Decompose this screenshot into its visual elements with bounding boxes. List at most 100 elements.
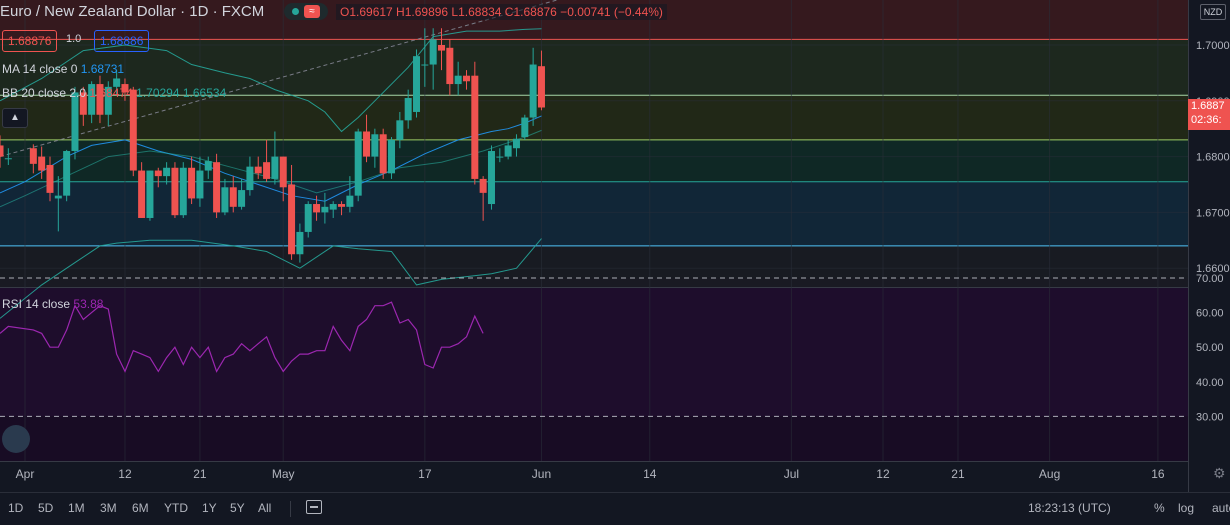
percent-toggle[interactable]: % (1154, 501, 1165, 515)
range-5y[interactable]: 5Y (230, 501, 245, 515)
buy-button[interactable]: 1.68886 (94, 30, 150, 52)
candle (429, 28, 437, 90)
candle-body (238, 190, 246, 207)
level-zone (0, 95, 1188, 140)
candle (104, 81, 112, 126)
ohlc-values: O1.69617 H1.69896 L1.68834 C1.68876 −0.0… (336, 4, 667, 20)
clock-time[interactable]: 18:23:13 (UTC) (1028, 501, 1111, 515)
candle-body (4, 158, 12, 160)
rsi-line (0, 301, 484, 373)
candle-body (396, 120, 404, 140)
rsi-value: 53.88 (73, 297, 104, 311)
candle-body (246, 166, 254, 191)
candle-body (213, 162, 221, 213)
quantity-field[interactable]: 1.0 (66, 33, 82, 45)
candle-body (438, 45, 445, 51)
candle-body (138, 170, 146, 218)
ma-legend[interactable]: MA 14 close 0 1.68731 (2, 62, 124, 76)
candle-body (104, 86, 112, 115)
candle-body (163, 167, 171, 177)
bb-legend[interactable]: BB 20 close 2.0 1.68474 1.70294 1.66534 (2, 86, 226, 100)
candle (371, 128, 379, 168)
range-1d[interactable]: 1D (8, 501, 24, 515)
range-6m[interactable]: 6M (132, 501, 149, 515)
bar-countdown: 02:36: (1191, 114, 1222, 126)
wave-icon: ≈ (304, 5, 320, 18)
bottom-toolbar: 1D 5D 1M 3M 6M YTD 1Y 5Y All 18:23:13 (U… (0, 492, 1230, 525)
candle-body (421, 64, 429, 66)
candle (271, 131, 279, 185)
candle (529, 47, 537, 126)
tradingview-logo-icon[interactable] (2, 425, 30, 453)
candle (479, 176, 487, 221)
ma-label: MA 14 close 0 (2, 62, 78, 76)
candle-body (479, 178, 487, 193)
range-5d[interactable]: 5D (38, 501, 54, 515)
settings-gear-icon[interactable]: ⚙ (1213, 465, 1226, 481)
candle (188, 156, 196, 205)
time-tick-label: 16 (1151, 467, 1165, 481)
candle-body (229, 187, 237, 207)
sell-button[interactable]: 1.68876 (2, 30, 58, 52)
range-all[interactable]: All (258, 501, 272, 515)
candle-body (371, 134, 379, 157)
candle (146, 170, 154, 221)
candle-body (146, 170, 154, 218)
candle-body (404, 98, 412, 121)
candle-body (487, 151, 495, 205)
candle-body (196, 170, 204, 199)
candle (279, 156, 287, 202)
candle (321, 192, 329, 224)
range-3m[interactable]: 3M (100, 501, 117, 515)
candle (346, 176, 354, 213)
candle-body (512, 138, 520, 149)
price-tick-label: 1.6700 (1196, 207, 1230, 219)
candle (504, 139, 512, 160)
candle (413, 49, 421, 118)
candle (71, 86, 79, 160)
candle (63, 149, 71, 202)
rsi-legend[interactable]: RSI 14 close 53.88 (2, 297, 103, 311)
candle-body (46, 164, 54, 193)
market-status[interactable]: ≈ (284, 3, 328, 20)
auto-toggle[interactable]: auto (1212, 501, 1230, 515)
candle-body (454, 75, 462, 85)
candle (96, 75, 104, 124)
candle (338, 201, 346, 216)
candle (354, 128, 362, 202)
range-1m[interactable]: 1M (68, 501, 85, 515)
rsi-tick-label: 50.00 (1196, 342, 1224, 354)
rsi-tick-label: 60.00 (1196, 308, 1224, 320)
candle (454, 61, 462, 96)
candle (229, 176, 237, 213)
candle (438, 28, 445, 71)
candle (221, 178, 229, 216)
log-toggle[interactable]: log (1178, 501, 1195, 515)
trend-line (0, 0, 559, 158)
price-tick-label: 1.6800 (1196, 152, 1230, 164)
range-1y[interactable]: 1Y (202, 501, 217, 515)
candle (0, 135, 4, 168)
currency-tag[interactable]: NZD (1200, 4, 1226, 20)
range-ytd[interactable]: YTD (164, 501, 188, 515)
bb-upper-line (0, 28, 542, 133)
price-axis-bg (1188, 0, 1230, 492)
candle-body (279, 156, 287, 188)
time-tick-label: Jun (532, 467, 551, 481)
collapse-legend-button[interactable]: ▲ (2, 108, 28, 128)
candle (296, 223, 304, 263)
time-tick-label: 21 (951, 467, 965, 481)
candle (388, 137, 396, 179)
candle-body (221, 187, 229, 213)
last-price-value: 1.6887 (1191, 100, 1225, 112)
candle-body (88, 84, 96, 115)
bb-lower-line (0, 238, 542, 319)
candle (512, 134, 520, 157)
candle-body (63, 151, 71, 196)
bb-label: BB 20 close 2.0 (2, 86, 87, 100)
candle (379, 128, 387, 179)
date-range-icon[interactable] (306, 500, 322, 514)
price-tick-label: 1.7000 (1196, 40, 1230, 52)
candle (4, 148, 12, 165)
